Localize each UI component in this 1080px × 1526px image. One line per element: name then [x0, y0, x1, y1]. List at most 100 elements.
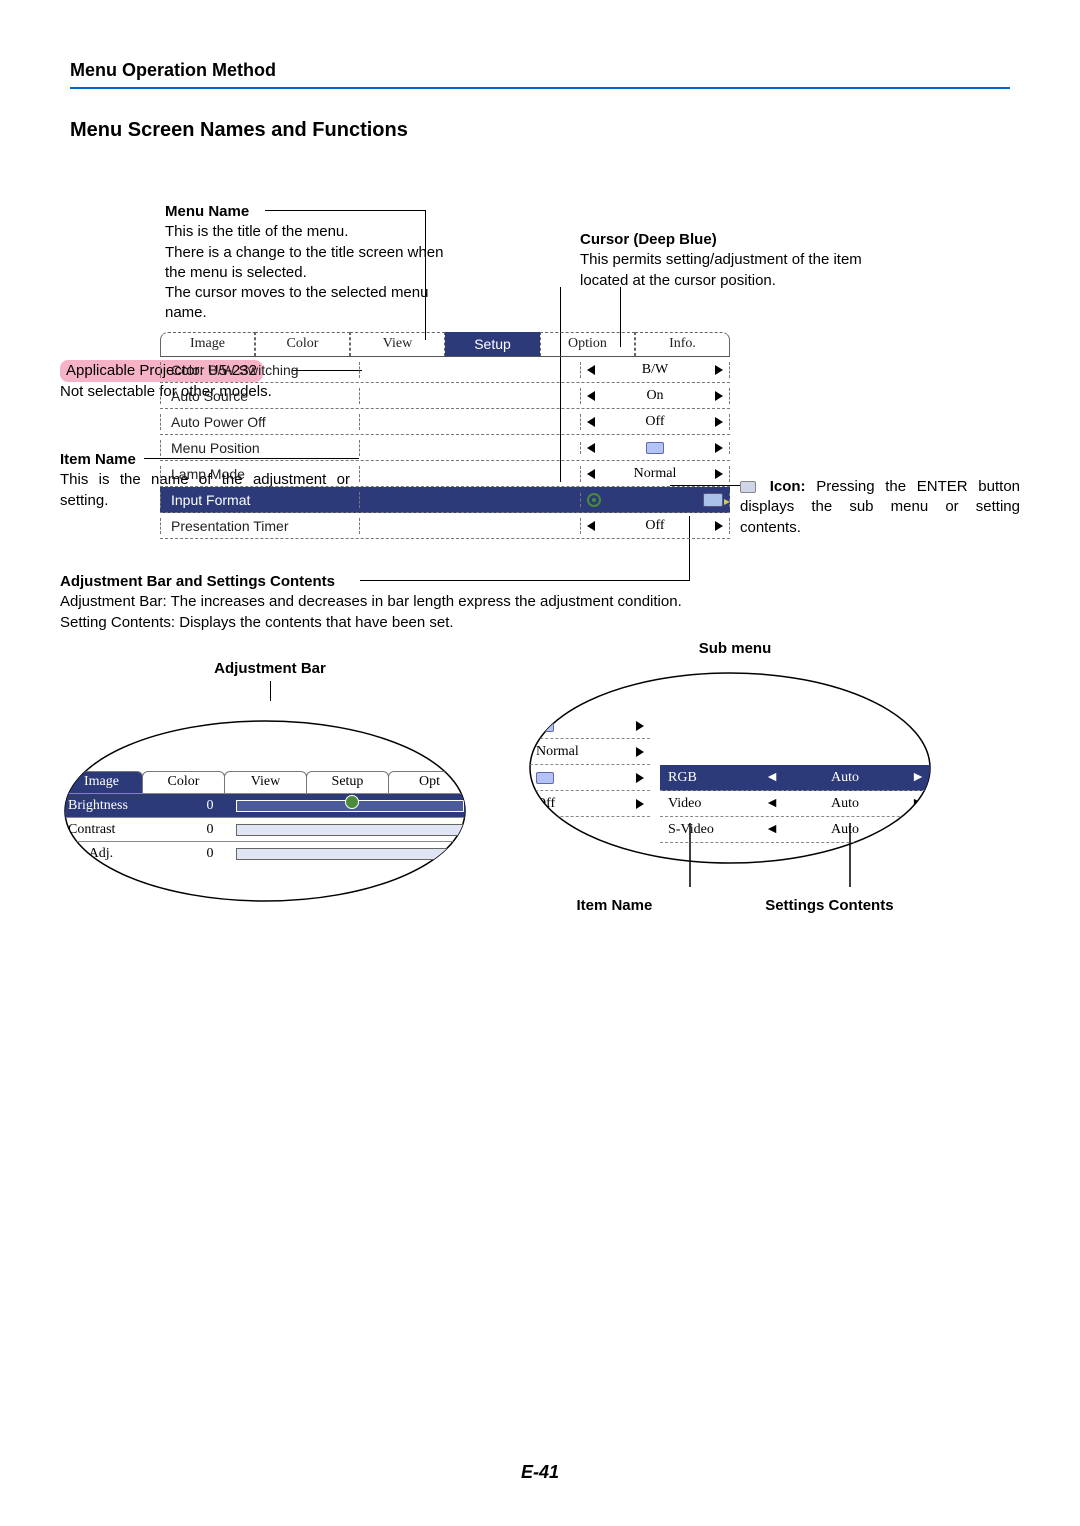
adj-item-name: Contrast	[60, 822, 190, 838]
section-title: Menu Screen Names and Functions	[70, 119, 1010, 142]
plus-icon: +	[476, 769, 484, 785]
adjustment-bar[interactable]	[236, 824, 464, 836]
submenu-right-row[interactable]: RGB◄Auto►	[660, 765, 930, 791]
figure-adjustment-bar: Adjustment Bar Image Color View Setup Op…	[55, 660, 485, 911]
tab-image[interactable]: Image	[160, 332, 255, 356]
fig3-item-name-label: Item Name	[576, 897, 652, 914]
main-menu-ui: Image Color View Setup Option Info. Colo…	[160, 332, 730, 539]
menu-item-value: Off	[580, 518, 730, 534]
menu-item-value: Normal	[580, 466, 730, 482]
fig2-rows: Brightness0−+Contrast0−ure Adj.0−	[60, 793, 470, 865]
menu-item-name: Presentation Timer	[160, 518, 360, 534]
tab-color[interactable]: Color	[255, 332, 350, 356]
fig2-tab-setup[interactable]: Setup	[306, 771, 389, 793]
adj-item-value: 0	[190, 822, 230, 838]
tab-option[interactable]: Option	[540, 332, 635, 356]
triangle-left-icon[interactable]	[587, 469, 595, 479]
tab-info[interactable]: Info.	[635, 332, 730, 356]
triangle-left-icon[interactable]: ◄	[760, 770, 784, 786]
menu-row[interactable]: Input Format	[160, 487, 730, 513]
adj-item-name: Brightness	[60, 798, 190, 814]
triangle-right-icon[interactable]	[636, 747, 644, 757]
tab-view[interactable]: View	[350, 332, 445, 356]
callout-icon: Icon: Pressing the ENTER button displays…	[740, 477, 1020, 538]
triangle-left-icon[interactable]: ◄	[760, 822, 784, 838]
submenu-left-label: Normal	[536, 744, 579, 760]
submenu-item-name: S-Video	[660, 822, 760, 838]
submenu-icon	[536, 772, 554, 784]
submenu-item-value: Auto	[784, 770, 906, 786]
input-format-icon	[703, 493, 723, 507]
submenu-left-row[interactable]: Normal	[530, 739, 650, 765]
minus-icon: −	[46, 769, 54, 785]
cursor-label: Cursor (Deep Blue)	[580, 231, 717, 248]
figure-sub-menu: Sub menu NormalOff RGB◄Auto►Video◄Auto►S…	[520, 640, 950, 914]
minus-icon: −	[46, 769, 54, 785]
adjustment-row[interactable]: Brightness0−+	[60, 793, 470, 817]
fig3-settings-contents-label: Settings Contents	[765, 897, 893, 914]
triangle-right-icon[interactable]	[636, 799, 644, 809]
figure-main-menu: Menu Name This is the title of the menu.…	[70, 202, 1010, 642]
menu-row[interactable]: Auto Source On	[160, 383, 730, 409]
triangle-right-icon[interactable]	[715, 417, 723, 427]
fig3-caption: Sub menu	[520, 640, 950, 657]
fig2-tab-view[interactable]: View	[224, 771, 307, 793]
adjustment-row[interactable]: ure Adj.0−	[60, 841, 470, 865]
submenu-item-name: RGB	[660, 770, 760, 786]
menu-body: Color B/W SwitchingB/WAuto SourceOnAuto …	[160, 356, 730, 539]
fig2-caption: Adjustment Bar	[55, 660, 485, 677]
page-header: Menu Operation Method	[70, 60, 1010, 89]
callout-menu-name: Menu Name This is the title of the menu.…	[165, 202, 465, 324]
menu-item-value: B/W	[580, 362, 730, 378]
menu-item-value	[580, 442, 730, 454]
menu-position-icon	[646, 442, 664, 454]
enter-icon	[587, 493, 601, 507]
triangle-right-icon[interactable]	[715, 365, 723, 375]
page-number: E-41	[0, 1462, 1080, 1483]
adjustment-bar[interactable]	[236, 800, 464, 812]
menu-item-value	[580, 493, 730, 507]
triangle-left-icon[interactable]	[587, 521, 595, 531]
menu-row[interactable]: Menu Position	[160, 435, 730, 461]
triangle-left-icon[interactable]	[587, 365, 595, 375]
adj-item-value: 0	[190, 846, 230, 862]
triangle-right-icon[interactable]	[636, 773, 644, 783]
tab-setup[interactable]: Setup	[445, 332, 540, 356]
submenu-right-row[interactable]: Video◄Auto►	[660, 791, 930, 817]
menu-row[interactable]: Presentation Timer Off	[160, 513, 730, 539]
triangle-left-icon[interactable]	[587, 417, 595, 427]
menu-item-name: Input Format	[160, 492, 360, 508]
triangle-right-icon[interactable]	[636, 721, 644, 731]
menu-item-name: Auto Power Off	[160, 414, 360, 430]
menu-row[interactable]: Auto Power Off Off	[160, 409, 730, 435]
triangle-right-icon[interactable]: ►	[906, 770, 930, 786]
submenu-left-row[interactable]	[530, 765, 650, 791]
adjustment-bar[interactable]	[236, 848, 464, 860]
menu-item-name: Lamp Mode	[160, 466, 360, 482]
triangle-left-icon[interactable]	[587, 443, 595, 453]
triangle-right-icon[interactable]	[715, 521, 723, 531]
menu-item-name: Auto Source	[160, 388, 360, 404]
fig2-tab-color[interactable]: Color	[142, 771, 225, 793]
submenu-item-name: Video	[660, 796, 760, 812]
menu-item-value: On	[580, 388, 730, 404]
callout-adjustment-bar: Adjustment Bar and Settings Contents Adj…	[60, 572, 700, 633]
adj-item-value: 0	[190, 798, 230, 814]
menu-row[interactable]: Lamp Mode Normal	[160, 461, 730, 487]
fig2-ui: Image Color View Setup Opt Brightness0−+…	[60, 771, 470, 865]
triangle-right-icon[interactable]	[715, 391, 723, 401]
menu-name-label: Menu Name	[165, 203, 249, 220]
menu-row[interactable]: Color B/W Switching B/W	[160, 357, 730, 383]
tab-row: Image Color View Setup Option Info.	[160, 332, 730, 356]
menu-item-value: Off	[580, 414, 730, 430]
triangle-left-icon[interactable]	[587, 391, 595, 401]
minus-icon: −	[46, 769, 54, 785]
triangle-right-icon[interactable]	[715, 469, 723, 479]
triangle-left-icon[interactable]: ◄	[760, 796, 784, 812]
slider-knob-icon[interactable]	[345, 795, 359, 809]
enter-icon	[740, 481, 756, 493]
menu-item-name: Color B/W Switching	[160, 362, 360, 378]
callout-cursor: Cursor (Deep Blue) This permits setting/…	[580, 230, 910, 291]
adjustment-row[interactable]: Contrast0−	[60, 817, 470, 841]
triangle-right-icon[interactable]	[715, 443, 723, 453]
